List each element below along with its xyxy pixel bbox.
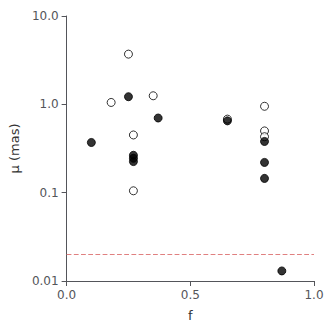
svg-text:0.1: 0.1 <box>40 186 59 200</box>
svg-text:f: f <box>188 308 193 323</box>
svg-text:1.0: 1.0 <box>304 288 323 302</box>
svg-text:0.01: 0.01 <box>32 274 59 288</box>
svg-text:0.0: 0.0 <box>57 288 76 302</box>
svg-text:1.0: 1.0 <box>40 97 59 111</box>
svg-text:0.5: 0.5 <box>181 288 200 302</box>
svg-text:10.0: 10.0 <box>32 9 59 23</box>
svg-text:μ (mas): μ (mas) <box>7 124 22 174</box>
